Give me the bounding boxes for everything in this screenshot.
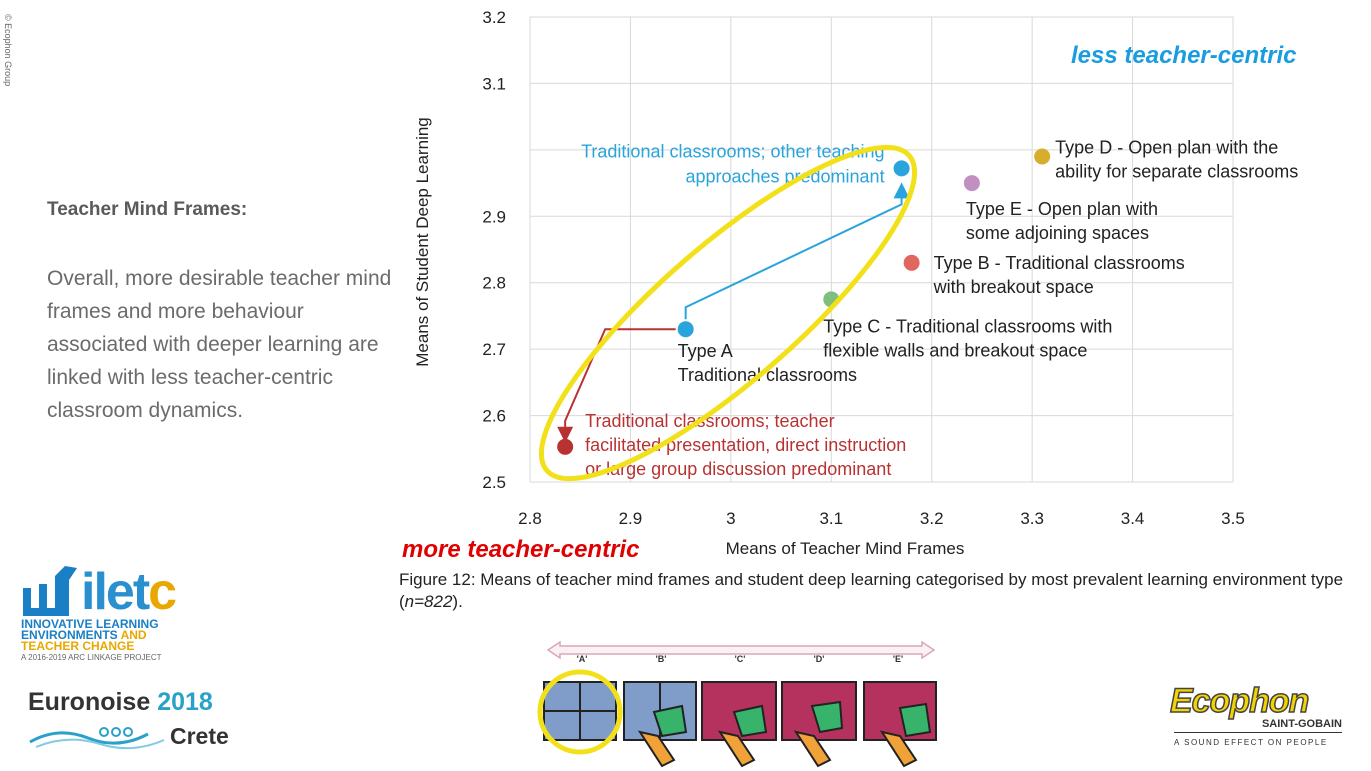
label-line: Type A	[678, 341, 733, 361]
plan-c-corridor	[717, 730, 756, 768]
label-line: Type D - Open plan with the	[1055, 138, 1278, 158]
label-line: Type B - Traditional classrooms	[934, 253, 1185, 273]
x-tick-label: 3.5	[1221, 509, 1245, 528]
more-teacher-centric-label: more teacher-centric	[402, 536, 640, 563]
x-tick-label: 3.1	[819, 509, 843, 528]
plan-d-breakout	[810, 700, 844, 734]
chart-connectors	[557, 182, 910, 443]
teacher-mind-frames-title: Teacher Mind Frames:	[47, 199, 248, 220]
label-typeE: Type E - Open plan with some adjoining sp…	[966, 199, 1158, 243]
copyright-notice: © Ecophon Group	[3, 14, 13, 87]
label-line: Traditional classrooms; teacher	[585, 411, 834, 431]
plan-label: 'A'	[577, 654, 588, 664]
plan-d-corridor	[793, 730, 832, 768]
label-line: Traditional classrooms; other teaching	[581, 141, 884, 161]
plan-b-corridor	[637, 730, 676, 768]
plan-label: 'C'	[735, 654, 746, 664]
y-axis-label: Means of Student Deep Learning	[413, 117, 432, 367]
plan-e-corridor	[879, 730, 918, 768]
plan-c-breakout	[732, 704, 768, 738]
iletc-lines: INNOVATIVE LEARNING ENVIRONMENTS AND TEA…	[21, 617, 162, 662]
less-teacher-centric-label: less teacher-centric	[1071, 42, 1297, 69]
iletc-logo: iletc INNOVATIVE LEARNING ENVIRONMENTS A…	[17, 558, 193, 676]
plan-arrow	[546, 640, 936, 660]
chart-marks	[557, 148, 1051, 455]
ecophon-tagline: A SOUND EFFECT ON PEOPLE	[1174, 738, 1328, 747]
point-typeE	[963, 175, 980, 192]
plan-label: 'E'	[893, 654, 903, 664]
label-blueUp: Traditional classrooms; other teaching ap…	[581, 141, 884, 186]
label-typeA: Type A Traditional classrooms	[678, 341, 857, 385]
iletc-logo-graphic	[17, 558, 193, 676]
ecophon-brand: Ecophon	[1169, 681, 1310, 721]
plan-e-breakout	[898, 702, 932, 738]
label-line: with breakout space	[933, 277, 1094, 297]
y-tick-label: 2.6	[482, 407, 506, 426]
plan-shapes	[543, 681, 937, 768]
label-line: Traditional classrooms	[678, 365, 857, 385]
x-tick-label: 3.4	[1121, 509, 1145, 528]
point-typeD	[1034, 148, 1051, 165]
point-blueUp	[893, 160, 910, 177]
iletc-word: iletc	[81, 563, 177, 621]
x-tick-label: 3.2	[920, 509, 944, 528]
caption-n: n=822	[404, 592, 453, 611]
plan-highlight-ring	[537, 669, 623, 755]
red-arrowhead	[557, 426, 574, 443]
label-line: Type E - Open plan with	[966, 199, 1158, 219]
wave-icon	[29, 727, 165, 750]
label-typeC: Type C - Traditional classrooms with flex…	[823, 316, 1112, 360]
euronoise-logo: Euronoise 2018	[28, 688, 213, 716]
label-line: approaches predominant	[685, 166, 884, 186]
y-tick-label: 2.8	[482, 274, 506, 293]
label-line: Type C - Traditional classrooms with	[823, 316, 1112, 336]
y-tick-label: 3.1	[482, 74, 506, 93]
chart-ticks: 2.8 2.9 3 3.1 3.2 3.3 3.4 3.5 2.5 2.6 2.7 2.8 2.9 3.1…	[482, 8, 1244, 528]
floor-plan-diagram: 'A' 'B' 'C' 'D' 'E'	[537, 640, 937, 768]
ecophon-sub: SAINT-GOBAIN	[1261, 718, 1342, 730]
x-tick-label: 3.3	[1020, 509, 1044, 528]
chart-labels: Type D - Open plan with the ability for s…	[581, 138, 1298, 479]
x-tick-label: 3	[726, 509, 735, 528]
figure-caption: Figure 12: Means of teacher mind frames …	[399, 569, 1349, 613]
highlight-ring	[538, 144, 918, 482]
blue-connector	[684, 192, 903, 320]
y-tick-label: 3.2	[482, 8, 506, 27]
label-redDown: Traditional classrooms; teacher facilitat…	[585, 411, 906, 479]
y-tick-label: 2.9	[482, 207, 506, 226]
x-tick-label: 2.9	[619, 509, 643, 528]
label-line: facilitated presentation, direct instruc…	[585, 435, 906, 455]
point-typeA	[677, 321, 694, 338]
point-typeB	[903, 254, 920, 271]
label-line: flexible walls and breakout space	[823, 340, 1087, 360]
teacher-mind-frames-body: Overall, more desirable teacher mind fra…	[47, 267, 392, 422]
blue-arrowhead	[893, 182, 910, 199]
x-tick-label: 2.8	[518, 509, 542, 528]
label-line: some adjoining spaces	[966, 223, 1149, 243]
caption-prefix: Figure 12: Means of teacher mind frames …	[399, 570, 1344, 611]
plan-label: 'D'	[814, 654, 825, 664]
ecophon-logo: Ecophon SAINT-GOBAIN A SOUND EFFECT ON P…	[1169, 680, 1348, 755]
y-tick-label: 2.7	[482, 340, 506, 359]
plan-labels: 'A' 'B' 'C' 'D' 'E'	[577, 654, 904, 664]
point-redDown	[557, 438, 574, 455]
x-axis-label: Means of Teacher Mind Frames	[726, 539, 965, 558]
y-tick-label: 2.5	[482, 473, 506, 492]
label-line: ability for separate classrooms	[1055, 162, 1298, 182]
scatter-chart: 2.8 2.9 3 3.1 3.2 3.3 3.4 3.5 2.5 2.6 2.7 2.8 2.9 3.1…	[413, 8, 1298, 558]
caption-suffix: ).	[452, 592, 463, 611]
label-typeD: Type D - Open plan with the ability for s…	[1055, 138, 1298, 182]
euronoise-place: Crete	[170, 723, 229, 749]
label-typeB: Type B - Traditional classrooms with brea…	[933, 253, 1185, 297]
plan-label: 'B'	[656, 654, 667, 664]
plan-b-breakout	[652, 704, 688, 738]
plan-range-arrow	[546, 640, 936, 660]
label-line: or large group discussion predominant	[585, 459, 891, 479]
